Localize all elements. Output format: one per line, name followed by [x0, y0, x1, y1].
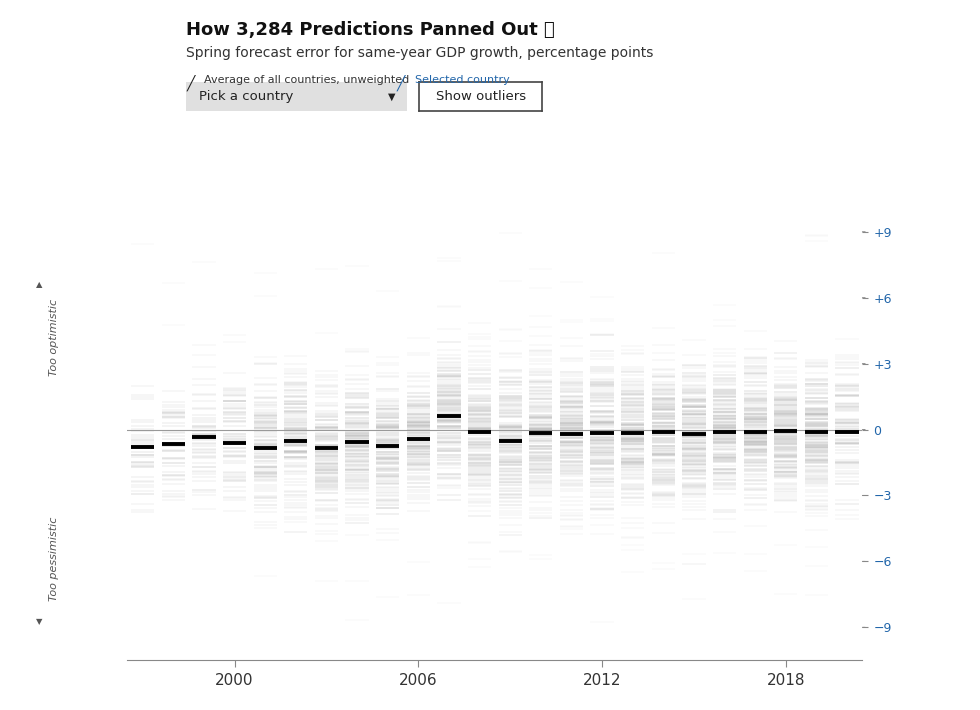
Text: ╱: ╱ [186, 75, 195, 91]
Text: Spring forecast error for same-year GDP growth, percentage points: Spring forecast error for same-year GDP … [186, 46, 654, 60]
Text: Show outliers: Show outliers [436, 90, 525, 103]
Text: Too pessimistic: Too pessimistic [49, 517, 59, 601]
Text: Too optimistic: Too optimistic [49, 299, 59, 376]
Text: ▲: ▲ [36, 280, 42, 289]
Text: ▼: ▼ [36, 616, 42, 626]
Text: Pick a country: Pick a country [200, 90, 294, 103]
Text: How 3,284 Predictions Panned Out ⓘ: How 3,284 Predictions Panned Out ⓘ [186, 21, 555, 39]
Text: Average of all countries, unweighted: Average of all countries, unweighted [204, 75, 409, 84]
Text: Selected country: Selected country [415, 75, 510, 84]
Text: ▼: ▼ [387, 92, 395, 102]
Text: ╱: ╱ [397, 75, 406, 91]
